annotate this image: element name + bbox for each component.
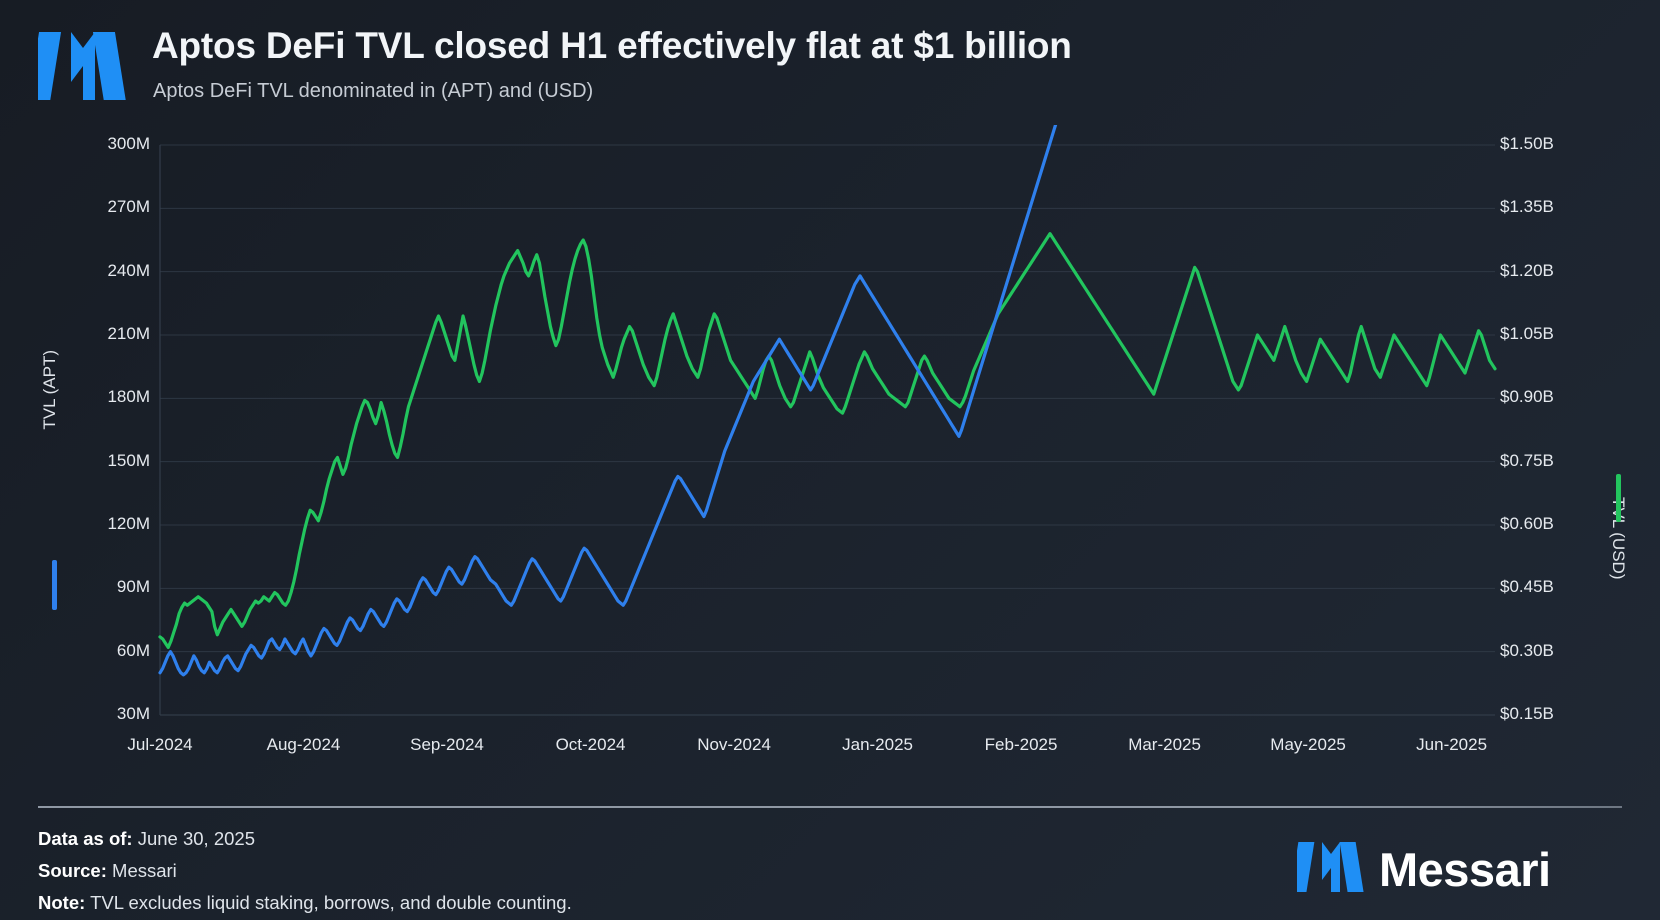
footer-data-as-of-value: June 30, 2025 bbox=[132, 828, 255, 849]
right-axis-tick-label: $0.75B bbox=[1500, 450, 1554, 470]
right-axis-tick-label: $1.50B bbox=[1500, 134, 1554, 153]
left-axis-tick-label: 180M bbox=[107, 387, 150, 407]
messari-m-logo-icon bbox=[28, 26, 128, 106]
footer-note-value: TVL excludes liquid staking, borrows, an… bbox=[85, 892, 572, 913]
footer-data-as-of: Data as of: June 30, 2025 bbox=[38, 828, 255, 850]
right-axis-title: TVL (USD) bbox=[1609, 497, 1628, 580]
left-axis-tick-label: 120M bbox=[107, 514, 150, 533]
right-axis-tick-label: $1.35B bbox=[1500, 197, 1554, 217]
x-axis-tick-label: Jul-2024 bbox=[127, 735, 193, 754]
x-axis-tick-label: May-2025 bbox=[1270, 735, 1346, 754]
left-axis-tick-label: 240M bbox=[107, 260, 150, 280]
page-footer: Data as of: June 30, 2025 Source: Messar… bbox=[0, 800, 1660, 920]
left-axis-tick-label: 60M bbox=[116, 640, 150, 660]
right-axis-tick-label: $0.90B bbox=[1500, 387, 1554, 407]
footer-source-label: Source: bbox=[38, 860, 107, 881]
page-header: Aptos DeFi TVL closed H1 effectively fla… bbox=[0, 0, 1660, 125]
right-axis-tick-label: $0.30B bbox=[1500, 640, 1554, 660]
legend-swatch-usd bbox=[1616, 474, 1621, 522]
brand-lockup: Messari bbox=[1290, 838, 1551, 901]
x-axis-tick-label: Jun-2025 bbox=[1416, 735, 1488, 754]
right-axis-tick-label: $0.45B bbox=[1500, 577, 1554, 597]
chart-plot bbox=[158, 0, 1497, 716]
x-axis-tick-label: Jan-2025 bbox=[842, 735, 913, 754]
footer-source: Source: Messari bbox=[38, 860, 177, 882]
right-axis-tick-label: $0.60B bbox=[1500, 514, 1554, 533]
footer-note-label: Note: bbox=[38, 892, 86, 913]
x-axis-tick-label: Mar-2025 bbox=[1128, 735, 1201, 754]
messari-m-logo-icon bbox=[1290, 838, 1365, 901]
x-axis-tick-label: Feb-2025 bbox=[984, 735, 1058, 754]
brand-wordmark: Messari bbox=[1379, 843, 1551, 896]
footer-source-value: Messari bbox=[106, 860, 177, 881]
left-axis-title: TVL (APT) bbox=[40, 350, 59, 430]
left-axis-tick-label: 270M bbox=[107, 197, 150, 217]
x-axis-tick-label: Nov-2024 bbox=[697, 735, 771, 754]
chart-container: TVL (APT) TVL (USD) 30M 60M 90M 120M 150M 180… bbox=[0, 0, 1660, 800]
footer-divider bbox=[38, 806, 1622, 808]
left-axis-tick-label: 150M bbox=[107, 450, 150, 470]
x-axis-tick-label: Sep-2024 bbox=[410, 735, 484, 754]
left-axis-tick-label: 90M bbox=[116, 577, 150, 597]
page-title: Aptos DeFi TVL closed H1 effectively fla… bbox=[152, 25, 1072, 66]
legend-swatch-apt bbox=[52, 560, 57, 610]
footer-data-as-of-label: Data as of: bbox=[38, 828, 133, 849]
right-axis-tick-label: $1.20B bbox=[1500, 260, 1554, 280]
left-axis-tick-label: 210M bbox=[107, 324, 150, 343]
left-axis-tick-label: 300M bbox=[107, 134, 150, 153]
x-axis-tick-label: Oct-2024 bbox=[555, 735, 626, 754]
x-axis-tick-label: Aug-2024 bbox=[266, 735, 341, 754]
left-axis-tick-label: 30M bbox=[116, 704, 150, 723]
footer-note: Note: TVL excludes liquid staking, borro… bbox=[38, 892, 572, 914]
right-axis-tick-label: $1.05B bbox=[1500, 324, 1554, 343]
right-axis-tick-label: $0.15B bbox=[1500, 704, 1554, 723]
page-subtitle: Aptos DeFi TVL denominated in (APT) and … bbox=[153, 80, 594, 102]
